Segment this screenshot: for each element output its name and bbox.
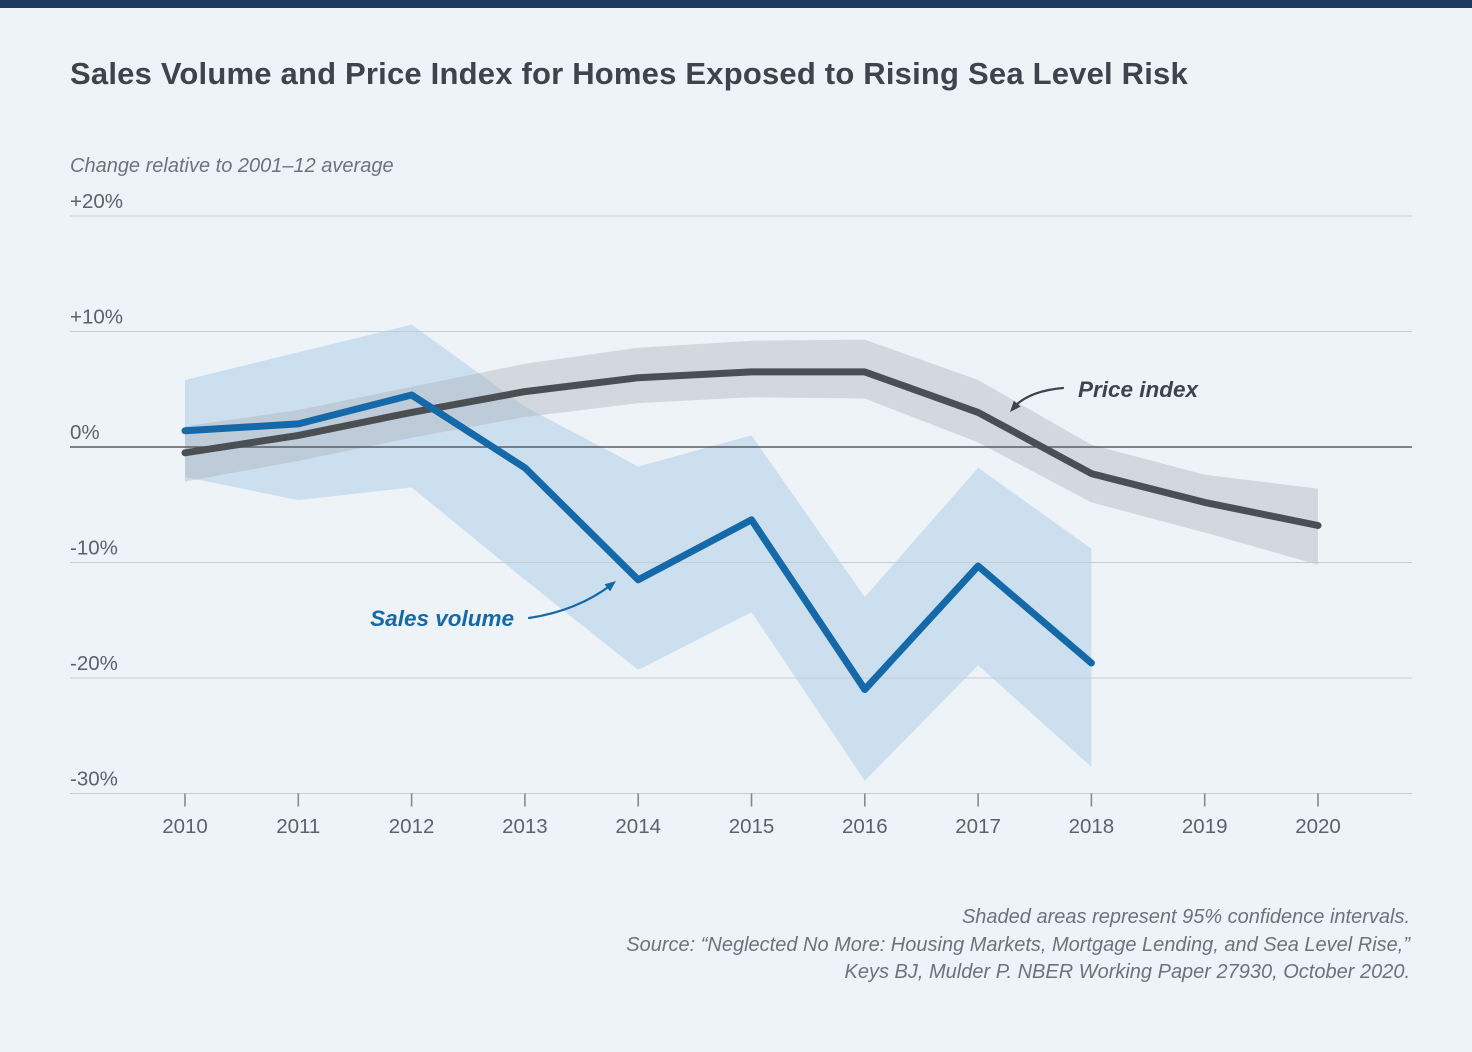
price-index-annotation-label: Price index bbox=[1078, 377, 1200, 402]
x-axis-year-label: 2013 bbox=[502, 815, 548, 838]
y-axis-tick-label: +10% bbox=[70, 306, 123, 329]
sales-volume-annotation-arrow bbox=[527, 583, 613, 620]
chart-title: Sales Volume and Price Index for Homes E… bbox=[70, 56, 1188, 91]
y-axis-tick-label: -10% bbox=[70, 537, 118, 560]
x-axis-year-label: 2018 bbox=[1069, 815, 1115, 838]
chart-footnotes: Shaded areas represent 95% confidence in… bbox=[310, 904, 1410, 987]
price-index-arrowhead-icon bbox=[1010, 400, 1021, 412]
y-axis-tick-label: -20% bbox=[70, 652, 118, 675]
x-axis-year-label: 2017 bbox=[955, 815, 1001, 838]
top-accent-bar bbox=[0, 0, 1472, 8]
sales-volume-line bbox=[181, 391, 1095, 693]
x-axis-year-label: 2015 bbox=[729, 815, 775, 838]
y-axis-tick-label: -30% bbox=[70, 768, 118, 791]
x-axis-year-label: 2010 bbox=[162, 815, 208, 838]
x-axis-year-label: 2012 bbox=[389, 815, 435, 838]
x-axis-year-label: 2016 bbox=[842, 815, 888, 838]
sales-volume-arrowhead-icon bbox=[604, 581, 616, 592]
y-axis-tick-label: 0% bbox=[70, 421, 100, 444]
sales-volume-annotation-label: Sales volume bbox=[370, 606, 514, 631]
price-index-line bbox=[181, 368, 1322, 529]
price-index-confidence-band bbox=[185, 339, 1318, 565]
footnote-confidence-intervals: Shaded areas represent 95% confidence in… bbox=[961, 906, 1410, 928]
y-axis-tick-label: +20% bbox=[70, 190, 123, 213]
footnote-citation: Keys BJ, Mulder P. NBER Working Paper 27… bbox=[844, 961, 1410, 983]
footnote-source: Source: “Neglected No More: Housing Mark… bbox=[626, 933, 1410, 956]
sales-volume-confidence-band bbox=[185, 324, 1092, 781]
x-axis-year-label: 2019 bbox=[1182, 815, 1228, 838]
x-axis-year-label: 2020 bbox=[1295, 815, 1341, 838]
chart-subtitle: Change relative to 2001–12 average bbox=[70, 155, 394, 177]
x-axis-year-label: 2011 bbox=[276, 815, 320, 838]
x-axis-year-label: 2014 bbox=[615, 815, 661, 838]
